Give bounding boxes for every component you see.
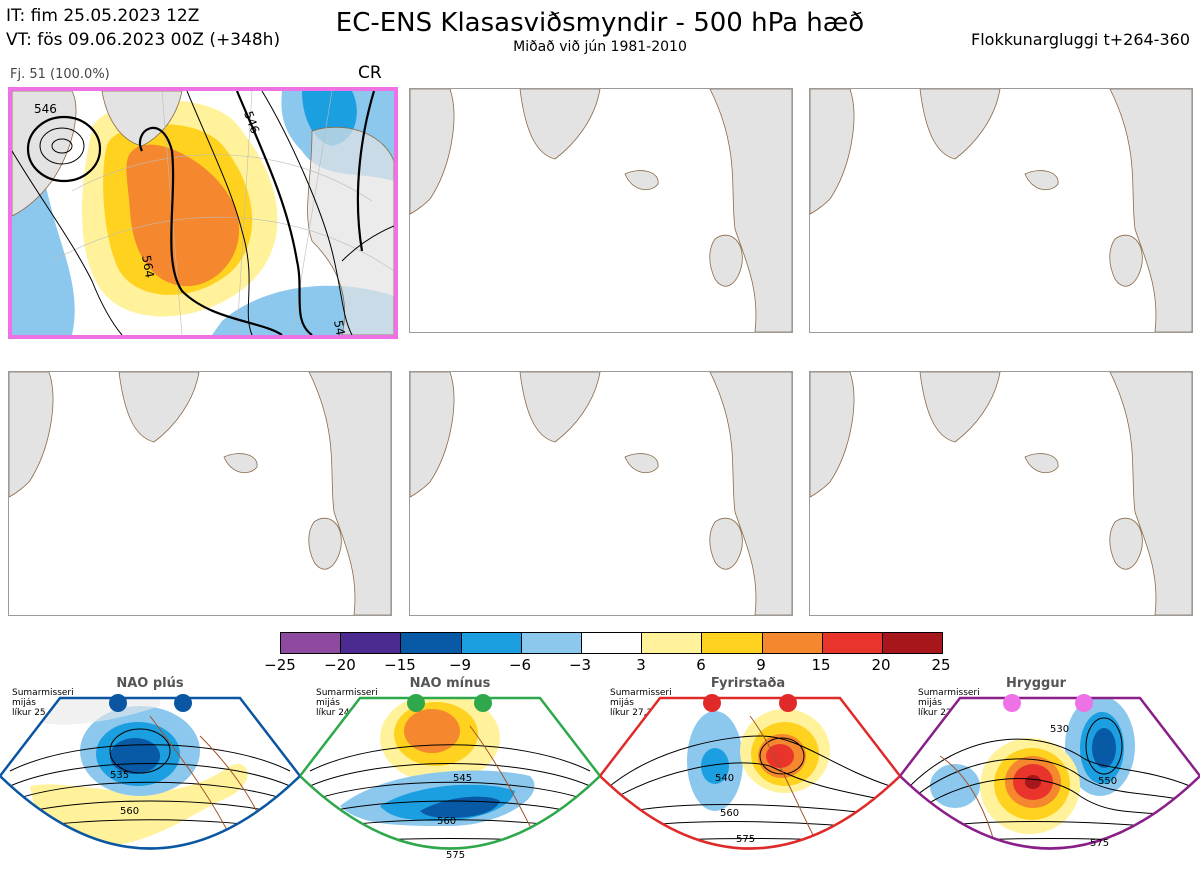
colorbar-tick: 3 — [636, 656, 646, 674]
regime-nao-plus[interactable]: Sumarmisseri mijás líkur 25,6% NAO plús … — [0, 676, 300, 871]
colorbar-tick: −3 — [568, 656, 592, 674]
contour-label: 560 — [437, 816, 456, 827]
contour-label: 575 — [736, 834, 755, 845]
regime-marker-dot — [1075, 694, 1093, 712]
colorbar-tick: 15 — [811, 656, 831, 674]
cluster-map-4[interactable] — [8, 371, 392, 616]
colorbar-swatch — [461, 633, 522, 653]
colorbar-swatch — [762, 633, 823, 653]
basemap — [410, 89, 792, 332]
regime-season: Sumarmisseri — [610, 688, 672, 698]
contour-label: 546 — [34, 102, 57, 116]
regime-detail: mijás — [12, 698, 36, 708]
regime-likelihood: líkur 22,9% — [918, 708, 969, 718]
basemap — [9, 372, 391, 615]
basemap — [410, 372, 792, 615]
regime-plot: 545 560 575 — [300, 694, 600, 861]
contour-label: 530 — [1050, 724, 1069, 735]
colorbar-swatch — [822, 633, 883, 653]
classification-window: Flokkunargluggi t+264-360 — [971, 30, 1190, 49]
regime-marker-dot — [174, 694, 192, 712]
regime-blocking[interactable]: Sumarmisseri mijás líkur 27,3% Fyrirstað… — [600, 676, 900, 871]
colorbar-swatch — [341, 633, 402, 653]
colorbar-tick: −20 — [324, 656, 356, 674]
contour-label: 540 — [715, 773, 734, 784]
regime-marker-dot — [407, 694, 425, 712]
regime-name: NAO mínus — [409, 676, 491, 691]
regime-likelihood: líkur 27,3% — [610, 708, 661, 718]
regime-marker-dot — [1003, 694, 1021, 712]
contour-label: 560 — [120, 806, 139, 817]
colorbar-swatch — [702, 633, 763, 653]
cluster-map-3[interactable] — [809, 88, 1193, 333]
cluster-map-2[interactable] — [409, 88, 793, 333]
regime-info: Sumarmisseri mijás líkur 24,2% — [316, 688, 378, 718]
contour-label: 564 — [139, 254, 157, 279]
it-line: IT: fim 25.05.2023 12Z — [6, 6, 200, 26]
cluster-map-1[interactable]: 546 546 564 546 — [8, 87, 398, 339]
regime-detail: mijás — [918, 698, 942, 708]
regime-info: Sumarmisseri mijás líkur 22,9% — [918, 688, 980, 718]
regime-name: Fyrirstaða — [710, 676, 786, 691]
regime-ridge[interactable]: Sumarmisseri mijás líkur 22,9% Hryggur — [900, 676, 1200, 871]
regime-likelihood: líkur 25,6% — [12, 708, 63, 718]
regime-plot: 530 550 575 — [900, 694, 1200, 850]
vt-line: VT: fös 09.06.2023 00Z (+348h) — [6, 30, 281, 50]
colorbar-swatch — [401, 633, 462, 653]
page-subtitle: Miðað við jún 1981-2010 — [513, 39, 687, 55]
basemap — [810, 372, 1192, 615]
contour-label: 546 — [331, 319, 349, 335]
colorbar — [280, 632, 943, 654]
colorbar-swatch — [882, 633, 943, 653]
regime-detail: mijás — [316, 698, 340, 708]
colorbar-tick: 20 — [871, 656, 891, 674]
colorbar-tick: 9 — [756, 656, 766, 674]
page-title: EC-ENS Klasasviðsmyndir - 500 hPa hæð — [335, 8, 865, 38]
basemap — [810, 89, 1192, 332]
regime-detail: mijás — [610, 698, 634, 708]
regime-marker-dot — [779, 694, 797, 712]
cluster-caption: Fj. 51 (100.0%) — [10, 67, 110, 82]
regime-plot: 535 560 — [0, 694, 300, 850]
regime-likelihood: líkur 24,2% — [316, 708, 367, 718]
colorbar-swatch — [642, 633, 703, 653]
colorbar-swatch — [581, 633, 643, 653]
regime-marker-dot — [474, 694, 492, 712]
contour-label: 550 — [1098, 776, 1117, 787]
regime-plot: 540 560 575 — [600, 694, 900, 850]
regime-season: Sumarmisseri — [316, 688, 378, 698]
header-info: IT: fim 25.05.2023 12Z VT: fös 09.06.202… — [6, 4, 280, 52]
cluster-map-1-plot: 546 546 564 546 — [12, 91, 394, 335]
contour-label: 560 — [720, 808, 739, 819]
colorbar-swatch — [281, 633, 342, 653]
regime-info: Sumarmisseri mijás líkur 27,3% — [610, 688, 672, 718]
regime-season: Sumarmisseri — [12, 688, 74, 698]
contour-label: 545 — [453, 773, 472, 784]
colorbar-tick: −15 — [384, 656, 416, 674]
regime-nao-minus[interactable]: Sumarmisseri mijás líkur 24,2% NAO mínus… — [300, 676, 600, 871]
contour-label: 535 — [110, 770, 129, 781]
cluster-map-5[interactable] — [409, 371, 793, 616]
regime-info: Sumarmisseri mijás líkur 25,6% — [12, 688, 74, 718]
colorbar-tick: −6 — [508, 656, 532, 674]
contour-label: 575 — [446, 850, 465, 861]
colorbar-tick: −25 — [264, 656, 296, 674]
regime-code: CR — [358, 63, 382, 83]
colorbar-tick: −9 — [448, 656, 472, 674]
regime-marker-dot — [703, 694, 721, 712]
regime-name: NAO plús — [116, 676, 184, 691]
regime-season: Sumarmisseri — [918, 688, 980, 698]
regime-name: Hryggur — [1005, 676, 1067, 691]
contour-label: 575 — [1090, 838, 1109, 849]
colorbar-swatch — [521, 633, 582, 653]
regime-marker-dot — [109, 694, 127, 712]
colorbar-tick: 25 — [931, 656, 951, 674]
cluster-map-6[interactable] — [809, 371, 1193, 616]
colorbar-tick: 6 — [696, 656, 706, 674]
